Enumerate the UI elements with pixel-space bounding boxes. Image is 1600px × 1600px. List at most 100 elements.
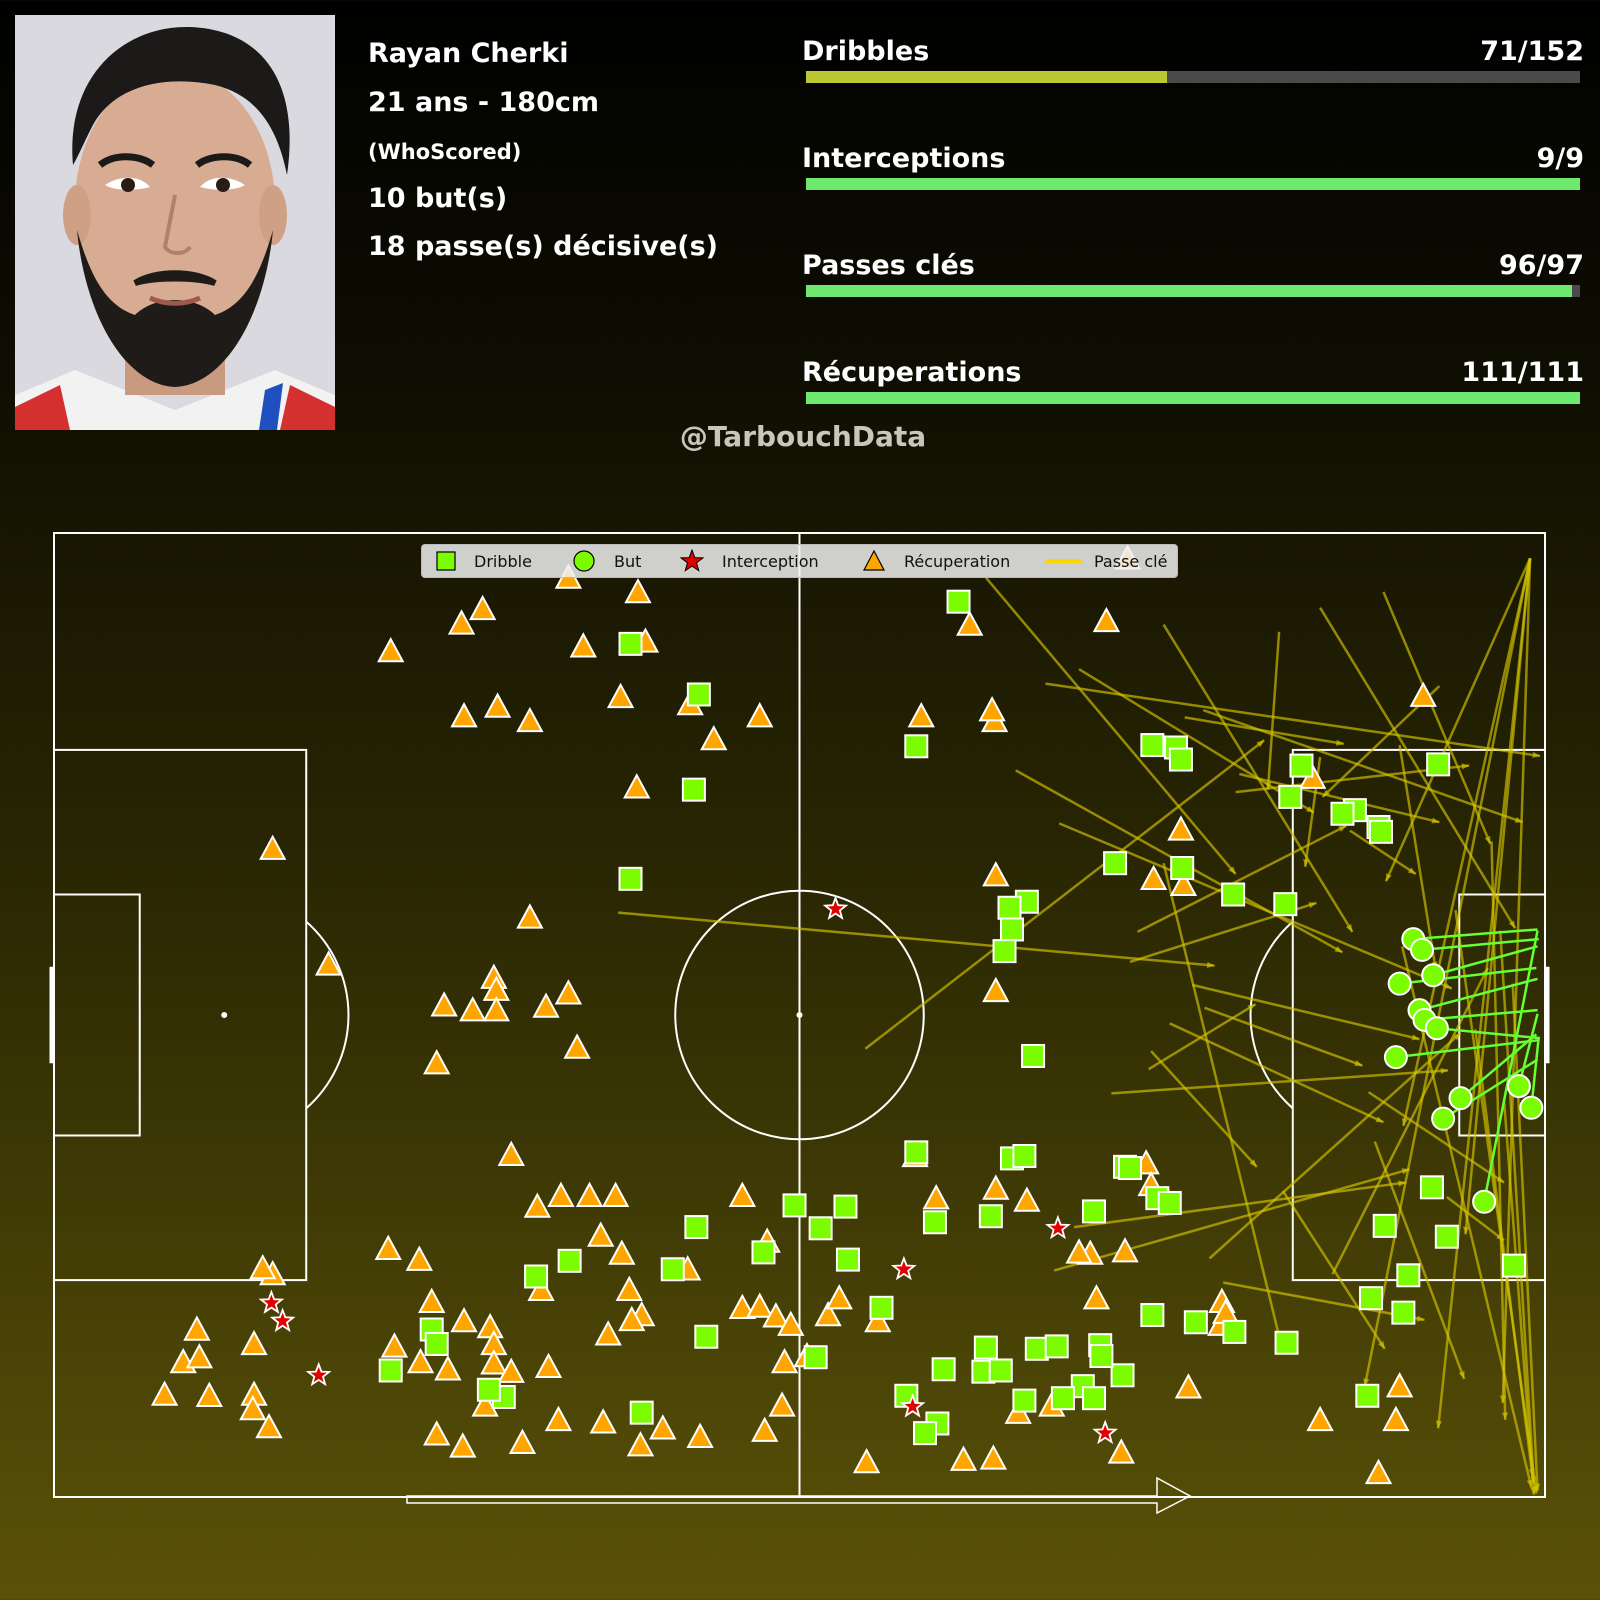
recovery-marker xyxy=(150,1380,179,1406)
dribble-marker xyxy=(922,1210,947,1235)
recovery-marker xyxy=(686,1422,714,1448)
goal-shot-line xyxy=(1395,1039,1538,1059)
recovery-marker xyxy=(770,1347,799,1374)
key-pass-arrowhead xyxy=(1265,782,1272,790)
key-pass-arrowhead xyxy=(1398,1180,1406,1187)
dribble-marker xyxy=(686,682,711,707)
key-pass-line xyxy=(1073,1181,1407,1229)
key-pass-line xyxy=(1147,1003,1257,1071)
goal-marker xyxy=(1387,971,1412,996)
recovery-marker xyxy=(497,1140,525,1166)
key-pass-arrowhead xyxy=(1431,817,1440,824)
key-pass-line xyxy=(1319,607,1517,929)
goal-marker xyxy=(1506,1074,1531,1099)
stat-bar-fill xyxy=(806,392,1580,404)
dribble-marker xyxy=(694,1324,719,1349)
dribble-marker xyxy=(912,1421,937,1446)
recovery-marker xyxy=(649,1414,677,1440)
key-pass-line xyxy=(1400,946,1533,1488)
left-penalty-arc xyxy=(305,920,350,1110)
legend-label: But xyxy=(614,552,642,571)
dribble-marker xyxy=(1103,851,1128,876)
recovery-marker xyxy=(1111,1237,1139,1263)
recovery-marker xyxy=(907,702,935,728)
interception-marker xyxy=(890,1255,917,1281)
recovery-marker xyxy=(508,1428,537,1454)
recovery-marker xyxy=(450,1306,478,1333)
key-pass-line xyxy=(1464,558,1532,1235)
recovery-marker xyxy=(626,1431,655,1457)
dribble-marker xyxy=(524,1264,549,1289)
dribble-marker xyxy=(904,734,929,759)
recovery-marker xyxy=(1107,1438,1135,1464)
recovery-marker xyxy=(547,1181,575,1207)
recovery-marker xyxy=(497,1357,525,1383)
recovery-marker xyxy=(852,1447,881,1474)
recovery-marker xyxy=(516,706,544,733)
dribble-marker xyxy=(1222,1319,1247,1344)
dribble-marker xyxy=(476,1377,501,1402)
dribble-marker xyxy=(904,1140,929,1165)
recovery-marker xyxy=(423,1420,451,1446)
goal-shot-line xyxy=(1432,945,1538,977)
key-pass-arrowhead xyxy=(1249,1159,1257,1167)
key-pass-line xyxy=(1191,983,1420,1041)
key-pass-line xyxy=(1499,930,1536,1484)
key-pass-layer xyxy=(617,557,1541,1495)
dribble-marker xyxy=(1355,1383,1380,1408)
recovery-marker xyxy=(534,1352,563,1379)
recovery-marker xyxy=(618,1305,646,1332)
recovery-marker xyxy=(825,1284,853,1310)
recovery-marker xyxy=(183,1315,211,1341)
recovery-marker xyxy=(1385,1372,1414,1398)
goal-shot-line xyxy=(1421,937,1539,952)
key-pass-line xyxy=(1162,862,1283,1347)
recovery-marker xyxy=(259,834,287,860)
recovery-marker xyxy=(430,991,458,1017)
dribble-marker xyxy=(1140,1303,1165,1328)
recovery-marker xyxy=(1065,1238,1093,1264)
dribble-marker xyxy=(1012,1143,1037,1168)
dribble-marker xyxy=(1168,747,1193,772)
attack-direction-arrow xyxy=(406,1476,1192,1515)
recovery-marker xyxy=(1139,864,1168,891)
legend-label: Interception xyxy=(722,552,819,571)
dribble-marker xyxy=(684,1215,709,1240)
goal-marker xyxy=(1421,963,1446,988)
dribble-marker xyxy=(973,1335,998,1360)
dribble-marker xyxy=(992,939,1017,964)
key-pass-arrowhead xyxy=(1322,789,1331,797)
dribble-marker xyxy=(1140,733,1165,758)
key-pass-arrowhead xyxy=(1375,1116,1384,1123)
dribble-marker xyxy=(1368,819,1393,844)
key-pass-arrowhead xyxy=(1354,1060,1363,1066)
key-pass-line xyxy=(1058,822,1453,990)
key-pass-arrowhead xyxy=(1308,902,1317,909)
stat-recoveries: Récuperations 111/111 xyxy=(802,357,1584,427)
stat-label: Interceptions xyxy=(802,143,1006,174)
key-pass-line xyxy=(1222,1281,1425,1322)
key-pass-arrowhead xyxy=(1247,1004,1256,1011)
recovery-marker xyxy=(587,1221,615,1247)
goal-shot-line xyxy=(1436,1027,1538,1040)
stat-interceptions: Interceptions 9/9 xyxy=(802,143,1584,213)
key-pass-arrowhead xyxy=(1530,1487,1537,1495)
recovery-marker xyxy=(982,1174,1010,1200)
stat-bar-track xyxy=(806,71,1580,83)
recovery-marker xyxy=(516,903,544,929)
recovery-marker xyxy=(768,1391,796,1417)
key-pass-line xyxy=(1373,1141,1466,1380)
key-pass-line xyxy=(1281,1190,1386,1350)
dribble-marker xyxy=(1183,1310,1208,1335)
stat-value: 96/97 xyxy=(1498,250,1584,281)
key-pass-line xyxy=(864,739,1265,1050)
recovery-marker xyxy=(728,1293,757,1320)
key-pass-arrowhead xyxy=(1256,740,1265,748)
key-pass-arrowhead xyxy=(1385,873,1392,882)
dribble-marker xyxy=(1081,1199,1106,1224)
stat-value: 71/152 xyxy=(1480,36,1584,67)
recovery-marker xyxy=(185,1343,214,1369)
interception-marker-icon xyxy=(680,549,704,572)
player-name: Rayan Cherki xyxy=(368,38,569,69)
recovery-marker xyxy=(1167,815,1195,841)
